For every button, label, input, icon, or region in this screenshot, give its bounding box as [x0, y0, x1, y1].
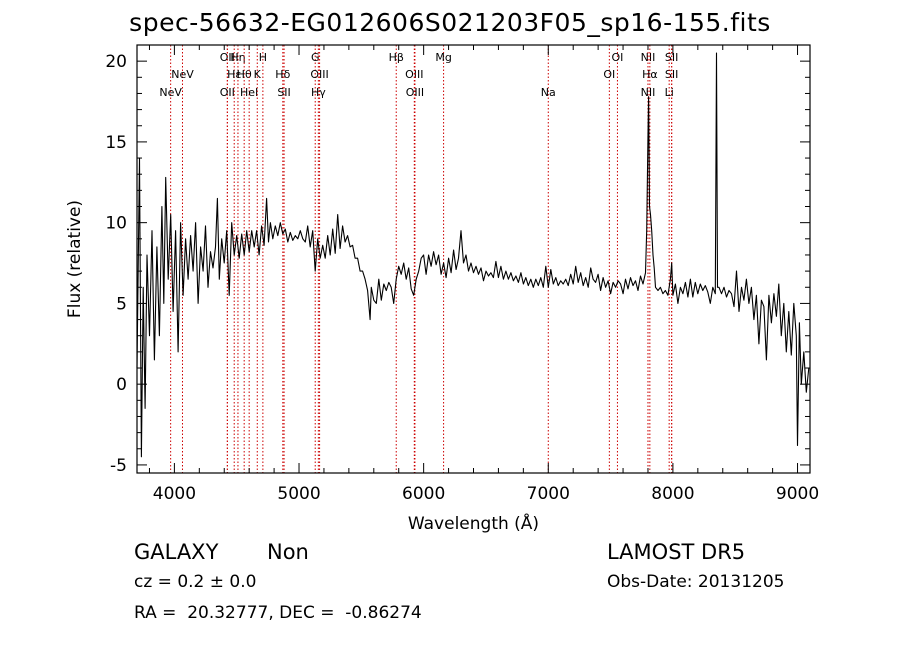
line-label-14: Hγ: [311, 86, 326, 99]
line-label-20: OI: [611, 51, 623, 64]
x-tick-label-9000: 9000: [776, 484, 819, 504]
line-label-1: NeV: [171, 68, 194, 81]
emission-line-markers: NeVNeVOIIOIIHεHηHθHeIKHHδSIIGOIIIHγHβOII…: [159, 45, 678, 473]
line-label-2: OII: [220, 51, 235, 64]
x-tick-label-7000: 7000: [527, 484, 570, 504]
line-label-23: Hα: [642, 68, 658, 81]
line-label-15: Hβ: [389, 51, 404, 64]
y-tick-label-20: 20: [105, 52, 127, 72]
y-tick-label-5: 5: [116, 294, 127, 314]
line-label-25: SII: [665, 51, 678, 64]
x-tick-label-8000: 8000: [651, 484, 694, 504]
x-axis-label: Wavelength (Å): [408, 512, 539, 534]
line-label-3: OII: [220, 86, 235, 99]
spectrum-series: [136, 52, 810, 458]
y-axis-label: Flux (relative): [65, 200, 85, 318]
line-label-18: Mg: [435, 51, 451, 64]
line-label-11: SII: [277, 86, 290, 99]
line-label-27: Li: [665, 86, 674, 99]
line-label-10: Hδ: [275, 68, 290, 81]
line-label-13: OIII: [310, 68, 328, 81]
line-label-6: Hθ: [237, 68, 252, 81]
coordinates: RA = 20.32777, DEC = -0.86274: [134, 603, 422, 623]
line-label-21: OI: [603, 68, 615, 81]
line-label-16: OIII: [405, 68, 423, 81]
line-label-8: K: [254, 68, 262, 81]
axes: [136, 44, 811, 474]
x-tick-label-4000: 4000: [153, 484, 196, 504]
line-label-26: SII: [665, 68, 678, 81]
line-label-12: G: [311, 51, 320, 64]
x-tick-label-6000: 6000: [402, 484, 445, 504]
line-label-17: OIII: [406, 86, 424, 99]
chart-title: spec-56632-EG012606S021203F05_sp16-155.f…: [129, 8, 771, 37]
y-tick-label-10: 10: [105, 214, 127, 234]
line-label-22: NII: [641, 51, 656, 64]
axis-text: 4000 5000 6000 7000 8000 9000 -5 0 5 10 15 20 Wavele…: [65, 52, 819, 534]
observation-date: Obs-Date: 20131205: [607, 572, 785, 592]
y-tick-label-15: 15: [105, 133, 127, 153]
line-label-7: HeI: [240, 86, 258, 99]
redshift-cz: cz = 0.2 ± 0.0: [134, 572, 257, 592]
line-label-19: Na: [541, 86, 556, 99]
x-tick-label-5000: 5000: [277, 484, 320, 504]
y-tick-label--5: -5: [110, 456, 127, 476]
line-label-9: H: [259, 51, 267, 64]
survey-name: LAMOST DR5: [607, 540, 746, 564]
y-tick-label-0: 0: [116, 375, 127, 395]
spectrum-line-0: [136, 52, 810, 458]
line-label-24: NII: [641, 86, 656, 99]
line-label-0: NeV: [159, 86, 182, 99]
line-label-5: Hη: [230, 51, 245, 64]
object-subclass: Non: [267, 540, 309, 564]
object-class: GALAXY: [134, 540, 219, 564]
